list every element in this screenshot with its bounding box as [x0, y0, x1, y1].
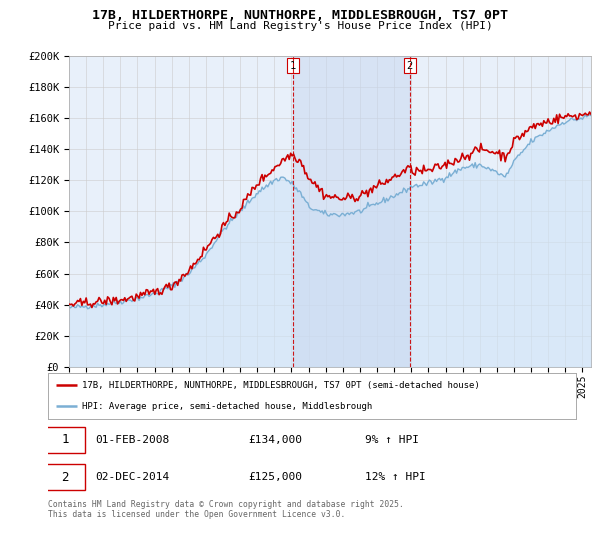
Bar [293, 56, 410, 367]
Text: HPI: Average price, semi-detached house, Middlesbrough: HPI: Average price, semi-detached house,… [82, 402, 373, 411]
Text: 17B, HILDERTHORPE, NUNTHORPE, MIDDLESBROUGH, TS7 0PT: 17B, HILDERTHORPE, NUNTHORPE, MIDDLESBRO… [92, 9, 508, 22]
Text: £134,000: £134,000 [248, 435, 302, 445]
Text: Contains HM Land Registry data © Crown copyright and database right 2025.
This d: Contains HM Land Registry data © Crown c… [48, 500, 404, 519]
Text: 12% ↑ HPI: 12% ↑ HPI [365, 472, 425, 482]
Text: 9% ↑ HPI: 9% ↑ HPI [365, 435, 419, 445]
FancyBboxPatch shape [46, 427, 85, 452]
Text: 02-DEC-2014: 02-DEC-2014 [95, 472, 170, 482]
Text: 01-FEB-2008: 01-FEB-2008 [95, 435, 170, 445]
Text: 17B, HILDERTHORPE, NUNTHORPE, MIDDLESBROUGH, TS7 0PT (semi-detached house): 17B, HILDERTHORPE, NUNTHORPE, MIDDLESBRO… [82, 381, 480, 390]
Text: 1: 1 [290, 60, 296, 71]
Text: £125,000: £125,000 [248, 472, 302, 482]
Text: Price paid vs. HM Land Registry's House Price Index (HPI): Price paid vs. HM Land Registry's House … [107, 21, 493, 31]
FancyBboxPatch shape [46, 464, 85, 490]
Text: 1: 1 [61, 433, 69, 446]
Text: 2: 2 [407, 60, 413, 71]
Text: 2: 2 [61, 470, 69, 484]
